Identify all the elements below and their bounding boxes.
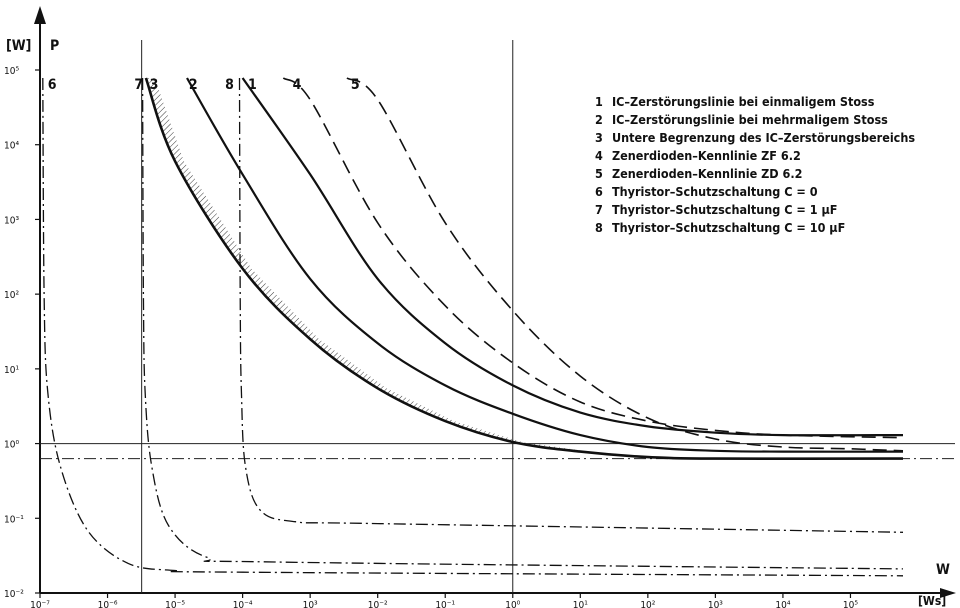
legend-entry-number: 6 [595,184,603,199]
curve-label-4: 4 [293,77,302,93]
legend-entry-text: Untere Begrenzung des IC–Zerstörungsbere… [612,130,915,145]
x-tick-label: 10⁵ [843,600,858,608]
curve-label-8: 8 [225,77,234,93]
legend-entry-number: 5 [595,166,603,181]
y-tick-label: 10⁵ [4,66,19,77]
legend-entry-text: Thyristor–Schutzschaltung C = 10 μF [612,220,845,235]
curve-label-5: 5 [351,77,360,93]
y-tick-label: 10³ [4,215,19,226]
legend-entry-number: 3 [595,130,603,145]
curve-label-3: 3 [150,77,159,93]
x-tick-label: 10³ [303,600,318,608]
y-tick-label: 10⁻¹ [4,514,24,525]
x-axis-unit: [Ws] [918,594,946,608]
y-tick-label: 10¹ [4,365,19,376]
x-tick-label: 10⁻⁶ [98,600,118,608]
curve-label-1: 1 [248,77,257,93]
legend-entry-number: 2 [595,112,603,127]
legend-entry-text: IC–Zerstörungslinie bei mehrmaligem Stos… [612,112,888,127]
curve-label-6: 6 [48,77,57,93]
y-axis-unit: [W] [6,38,31,54]
y-tick-label: 10⁰ [4,440,19,451]
y-tick-label: 10² [4,290,19,301]
x-tick-label: 10² [640,600,655,608]
legend-entry-text: Thyristor–Schutzschaltung C = 0 [612,184,818,199]
legend-entry-text: Zenerdioden–Kennlinie ZD 6.2 [612,166,802,181]
x-tick-label: 10⁻⁴ [233,600,253,608]
x-axis-symbol: W [936,562,950,578]
curve-labels-layer: 1 2 3 4 5 6 7 8 [48,77,360,93]
x-tick-label: 10¹ [573,600,588,608]
legend-entry-text: Thyristor–Schutzschaltung C = 1 μF [612,202,837,217]
y-axis-symbol: P [50,38,59,54]
y-tick-label: 10⁴ [4,141,19,152]
legend-entry-text: Zenerdioden–Kennlinie ZF 6.2 [612,148,801,163]
x-tick-label: 10⁰ [505,600,520,608]
legend-entry-number: 8 [595,220,603,235]
series-line-8 [240,78,904,532]
y-tick-label: 10⁻² [4,589,24,600]
x-tick-label: 10⁻⁵ [165,600,185,608]
x-tick-label: 10⁴ [775,600,790,608]
y-axis-arrow-icon [34,6,46,24]
curve-label-7: 7 [134,77,143,93]
legend-entry-number: 4 [595,148,603,163]
legend: 1 IC–Zerstörungslinie bei einmaligem Stos… [595,94,915,235]
legend-entry-text: IC–Zerstörungslinie bei einmaligem Stoss [612,94,875,109]
x-tick-label: 10³ [708,600,723,608]
x-tick-label: 10⁻¹ [435,600,455,608]
legend-entry-number: 1 [595,94,603,109]
curve-label-2: 2 [189,77,198,93]
legend-entry-number: 7 [595,202,603,217]
x-tick-label: 10⁻⁷ [30,600,50,608]
x-tick-label: 10⁻² [368,600,388,608]
